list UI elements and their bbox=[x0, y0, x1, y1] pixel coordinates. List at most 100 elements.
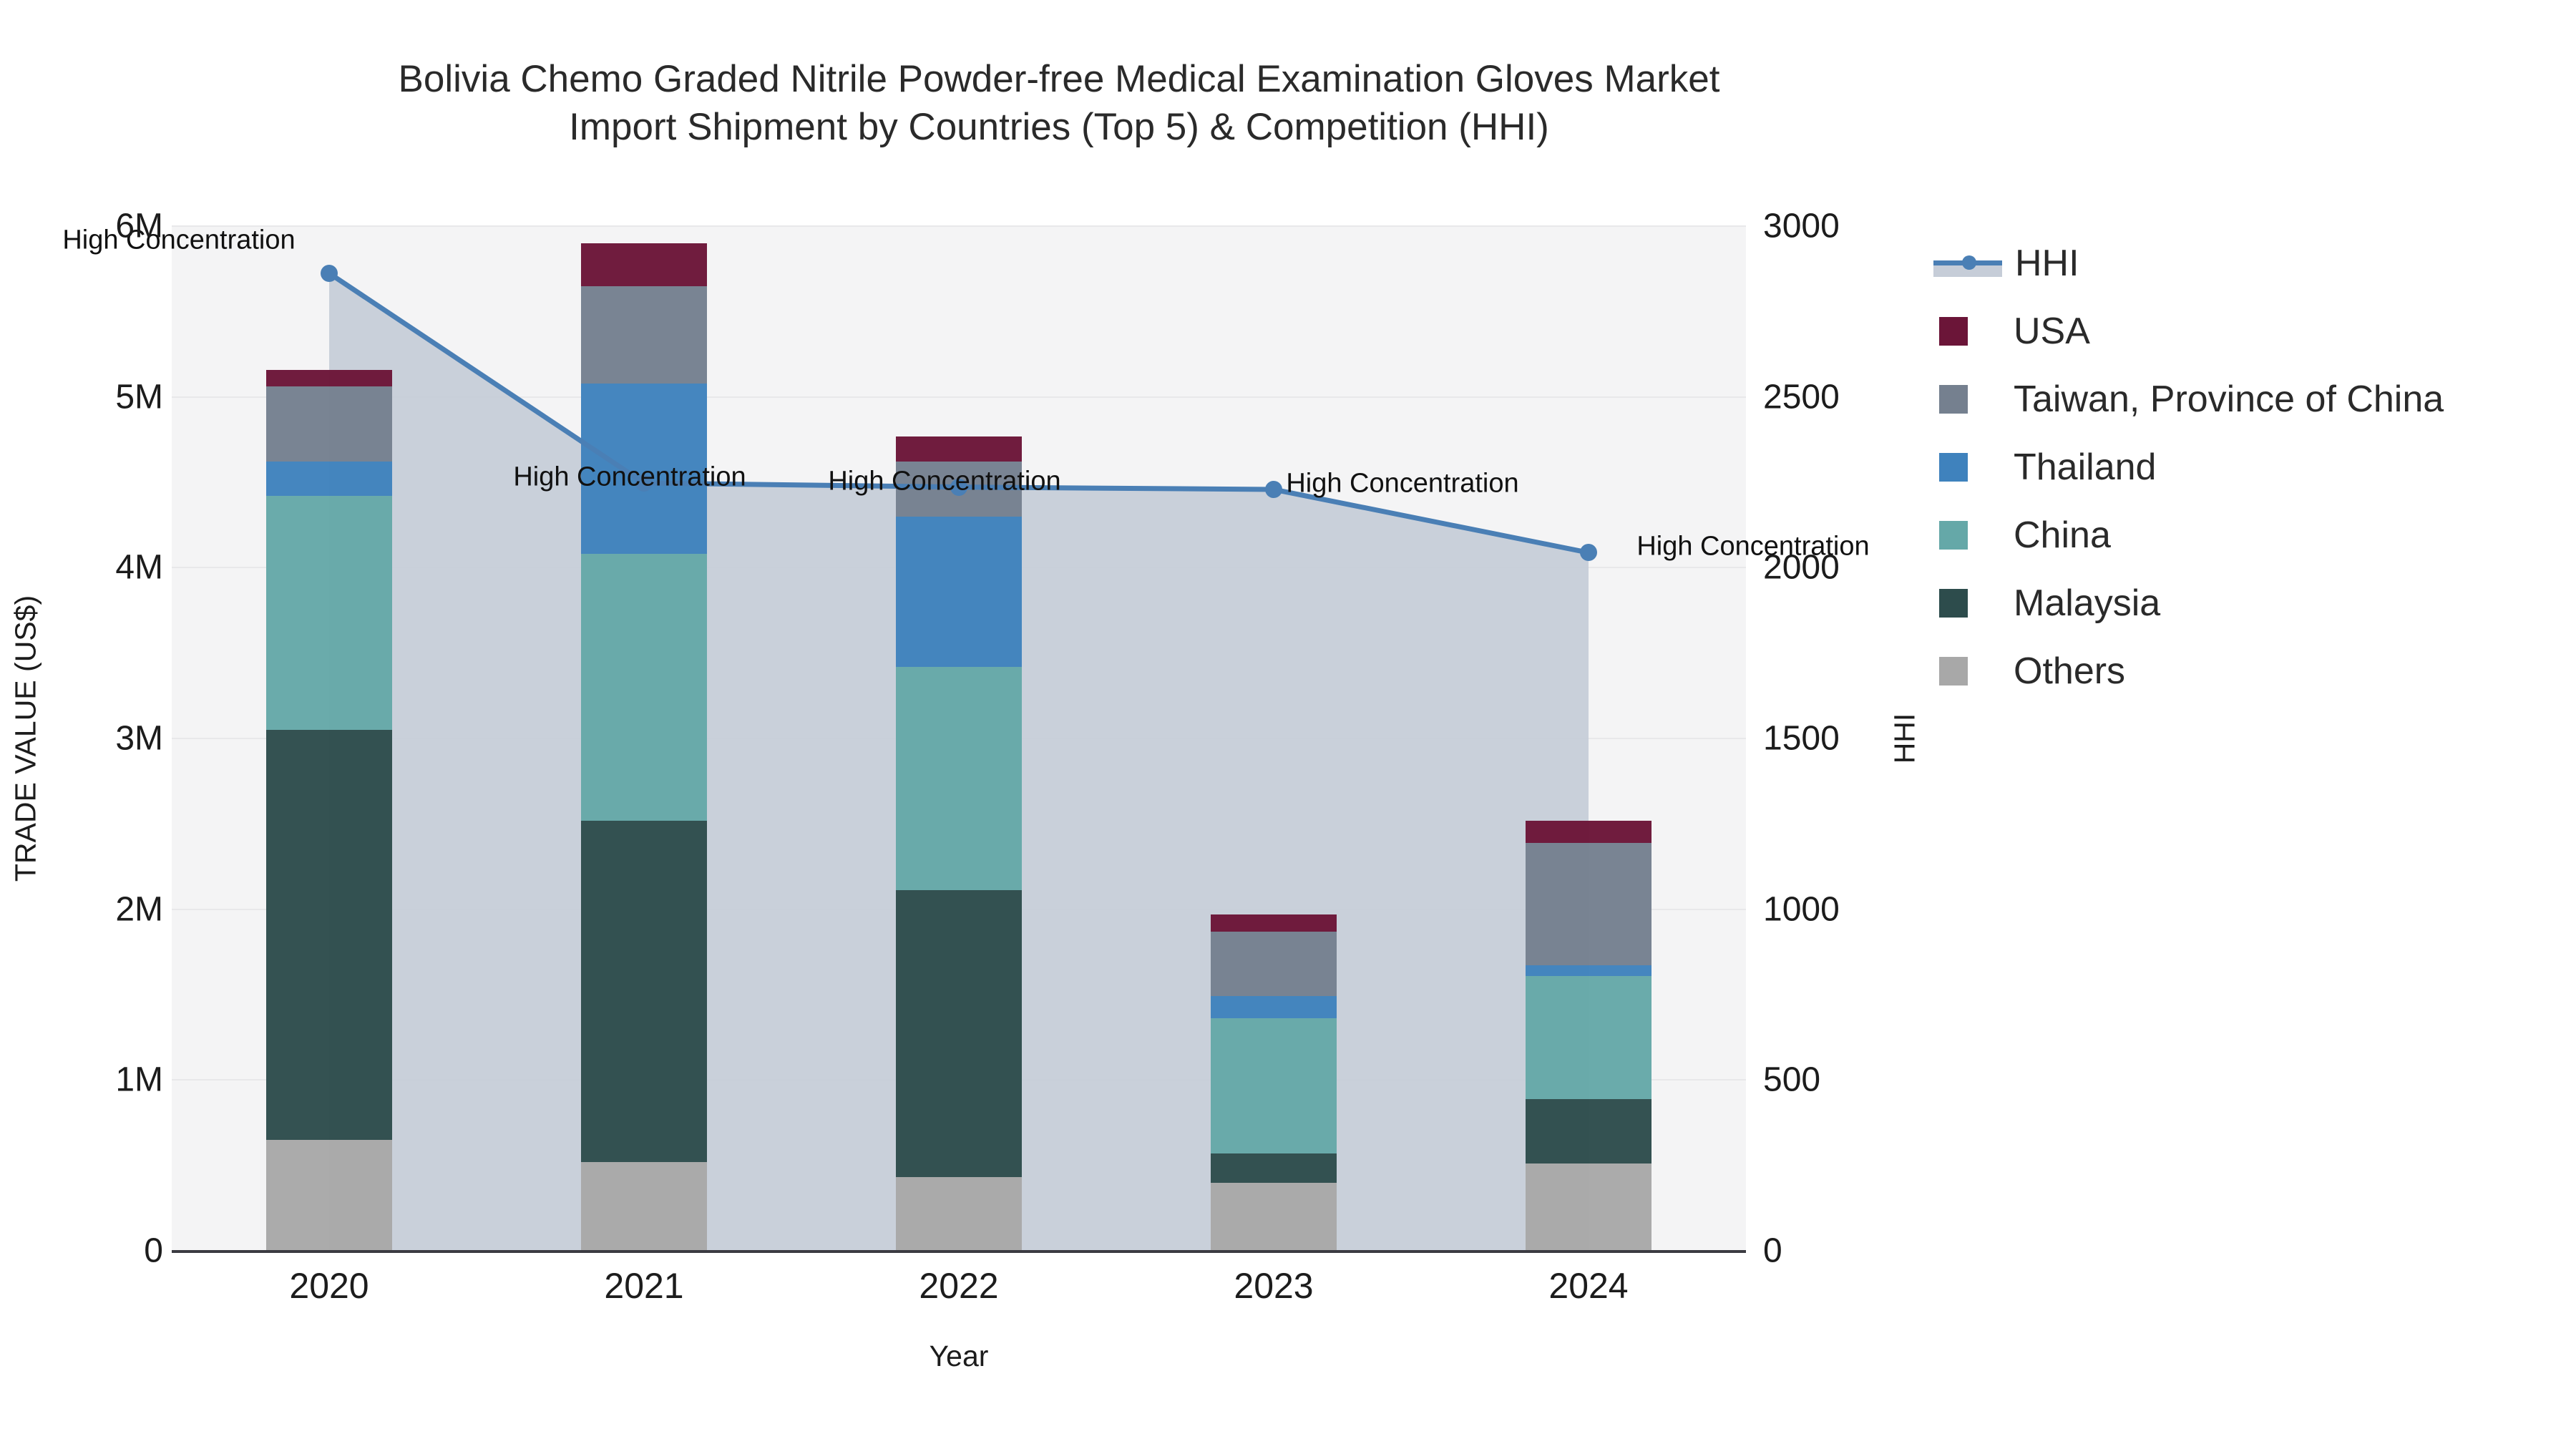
legend-item-others[interactable]: Others bbox=[1929, 637, 2559, 705]
legend-item-hhi[interactable]: HHI bbox=[1929, 229, 2559, 297]
bar-segment[interactable] bbox=[581, 554, 707, 821]
legend-color-swatch bbox=[1939, 316, 1968, 346]
bar-segment[interactable] bbox=[896, 1177, 1022, 1251]
legend-swatch-box bbox=[1929, 569, 2006, 637]
legend-swatch-box bbox=[1929, 365, 2006, 433]
annotation-high-concentration: High Concentration bbox=[1286, 468, 1519, 499]
bar-segment[interactable] bbox=[581, 820, 707, 1162]
plot-area bbox=[172, 225, 1746, 1251]
legend-item-label: Others bbox=[2014, 650, 2126, 692]
annotation-high-concentration: High Concentration bbox=[513, 462, 746, 492]
legend-item-china[interactable]: China bbox=[1929, 501, 2559, 569]
legend-line-marker-icon bbox=[1931, 247, 2008, 280]
chart-title: Bolivia Chemo Graded Nitrile Powder-free… bbox=[0, 56, 2118, 152]
y-tick-secondary: 3000 bbox=[1763, 207, 1840, 245]
y-tick-secondary: 2000 bbox=[1763, 548, 1840, 587]
bar-stack[interactable] bbox=[581, 243, 707, 1251]
y-tick-primary: 2M bbox=[115, 890, 163, 929]
bar-segment[interactable] bbox=[1526, 842, 1652, 966]
annotation-high-concentration: High Concentration bbox=[1636, 531, 1870, 562]
bar-segment[interactable] bbox=[266, 462, 392, 497]
legend-swatch-box bbox=[1929, 501, 2006, 569]
bar-segment[interactable] bbox=[581, 383, 707, 555]
x-axis-line bbox=[172, 1250, 1746, 1253]
bar-segment[interactable] bbox=[1211, 996, 1337, 1019]
legend-swatch-box bbox=[1929, 433, 2006, 501]
legend-item-thailand[interactable]: Thailand bbox=[1929, 433, 2559, 501]
y-tick-primary: 0 bbox=[144, 1231, 163, 1270]
bar-segment[interactable] bbox=[896, 666, 1022, 891]
y-axis-label-secondary: HHI bbox=[1888, 713, 1921, 764]
legend-item-usa[interactable]: USA bbox=[1929, 297, 2559, 365]
legend-item-label: USA bbox=[2014, 310, 2090, 352]
legend-item-label: Thailand bbox=[2014, 446, 2157, 488]
bar-stack[interactable] bbox=[1526, 820, 1652, 1251]
hhi-data-point[interactable] bbox=[635, 474, 653, 492]
bar-segment[interactable] bbox=[266, 496, 392, 731]
legend-swatch-box bbox=[1929, 297, 2006, 365]
bar-segment[interactable] bbox=[266, 1139, 392, 1251]
legend-color-swatch bbox=[1939, 656, 1968, 686]
bar-segment[interactable] bbox=[1526, 1098, 1652, 1164]
y-tick-secondary: 0 bbox=[1763, 1231, 1782, 1270]
bar-stack[interactable] bbox=[896, 407, 1022, 1251]
bar-segment[interactable] bbox=[581, 286, 707, 384]
bar-segment[interactable] bbox=[1526, 1163, 1652, 1251]
bar-segment[interactable] bbox=[896, 516, 1022, 667]
y-tick-secondary: 1500 bbox=[1763, 719, 1840, 758]
x-tick-2020: 2020 bbox=[289, 1266, 369, 1306]
y-tick-primary: 1M bbox=[115, 1060, 163, 1099]
bar-segment[interactable] bbox=[581, 1161, 707, 1251]
y-tick-primary: 6M bbox=[115, 207, 163, 245]
y-tick-primary: 4M bbox=[115, 548, 163, 587]
x-axis-label: Year bbox=[929, 1340, 989, 1372]
bar-segment[interactable] bbox=[896, 436, 1022, 462]
y-axis-label-primary: TRADE VALUE (US$) bbox=[9, 595, 42, 882]
bar-segment[interactable] bbox=[896, 890, 1022, 1178]
y-tick-primary: 5M bbox=[115, 378, 163, 416]
hhi-data-point[interactable] bbox=[1265, 481, 1282, 499]
legend-color-swatch bbox=[1939, 384, 1968, 414]
bar-stack[interactable] bbox=[1211, 890, 1337, 1251]
hhi-data-point[interactable] bbox=[1580, 544, 1597, 562]
bar-segment[interactable] bbox=[1526, 975, 1652, 1099]
legend-area-swatch bbox=[1933, 263, 2002, 277]
bar-segment[interactable] bbox=[266, 730, 392, 1140]
gridline bbox=[172, 396, 1746, 398]
bar-segment[interactable] bbox=[1211, 931, 1337, 997]
hhi-data-point[interactable] bbox=[321, 264, 338, 282]
x-tick-2022: 2022 bbox=[919, 1266, 999, 1306]
legend-color-swatch bbox=[1939, 520, 1968, 550]
annotation-high-concentration: High Concentration bbox=[828, 466, 1061, 497]
legend-item-taiwan-province-of-china[interactable]: Taiwan, Province of China bbox=[1929, 365, 2559, 433]
bar-segment[interactable] bbox=[1526, 965, 1652, 976]
bar-segment[interactable] bbox=[266, 369, 392, 387]
bar-segment[interactable] bbox=[1211, 914, 1337, 932]
bar-segment[interactable] bbox=[266, 386, 392, 462]
bar-stack[interactable] bbox=[266, 369, 392, 1251]
bar-segment[interactable] bbox=[581, 243, 707, 286]
legend-color-swatch bbox=[1939, 452, 1968, 482]
hhi-line bbox=[328, 270, 1589, 555]
bar-segment[interactable] bbox=[1211, 1182, 1337, 1251]
bar-segment[interactable] bbox=[1211, 1018, 1337, 1153]
legend-item-label: HHI bbox=[2015, 242, 2079, 284]
x-tick-2021: 2021 bbox=[604, 1266, 684, 1306]
legend-color-swatch bbox=[1939, 588, 1968, 618]
legend-dot-icon bbox=[1962, 255, 1976, 270]
x-tick-2024: 2024 bbox=[1548, 1266, 1629, 1306]
chart-title-line1: Bolivia Chemo Graded Nitrile Powder-free… bbox=[398, 58, 1720, 100]
bar-segment[interactable] bbox=[1526, 820, 1652, 843]
legend: HHI USA Taiwan, Province of China Thailand C… bbox=[1929, 229, 2559, 705]
bar-segment[interactable] bbox=[1211, 1153, 1337, 1183]
legend-item-label: Taiwan, Province of China bbox=[2014, 378, 2444, 420]
legend-item-malaysia[interactable]: Malaysia bbox=[1929, 569, 2559, 637]
y-tick-secondary: 500 bbox=[1763, 1060, 1821, 1099]
legend-item-label: China bbox=[2014, 514, 2111, 556]
chart-title-line2: Import Shipment by Countries (Top 5) & C… bbox=[569, 105, 1549, 148]
hhi-data-point[interactable] bbox=[950, 478, 967, 496]
legend-swatch-box bbox=[1929, 637, 2006, 705]
annotation-high-concentration: High Concentration bbox=[62, 225, 296, 255]
gridline bbox=[172, 225, 1746, 227]
